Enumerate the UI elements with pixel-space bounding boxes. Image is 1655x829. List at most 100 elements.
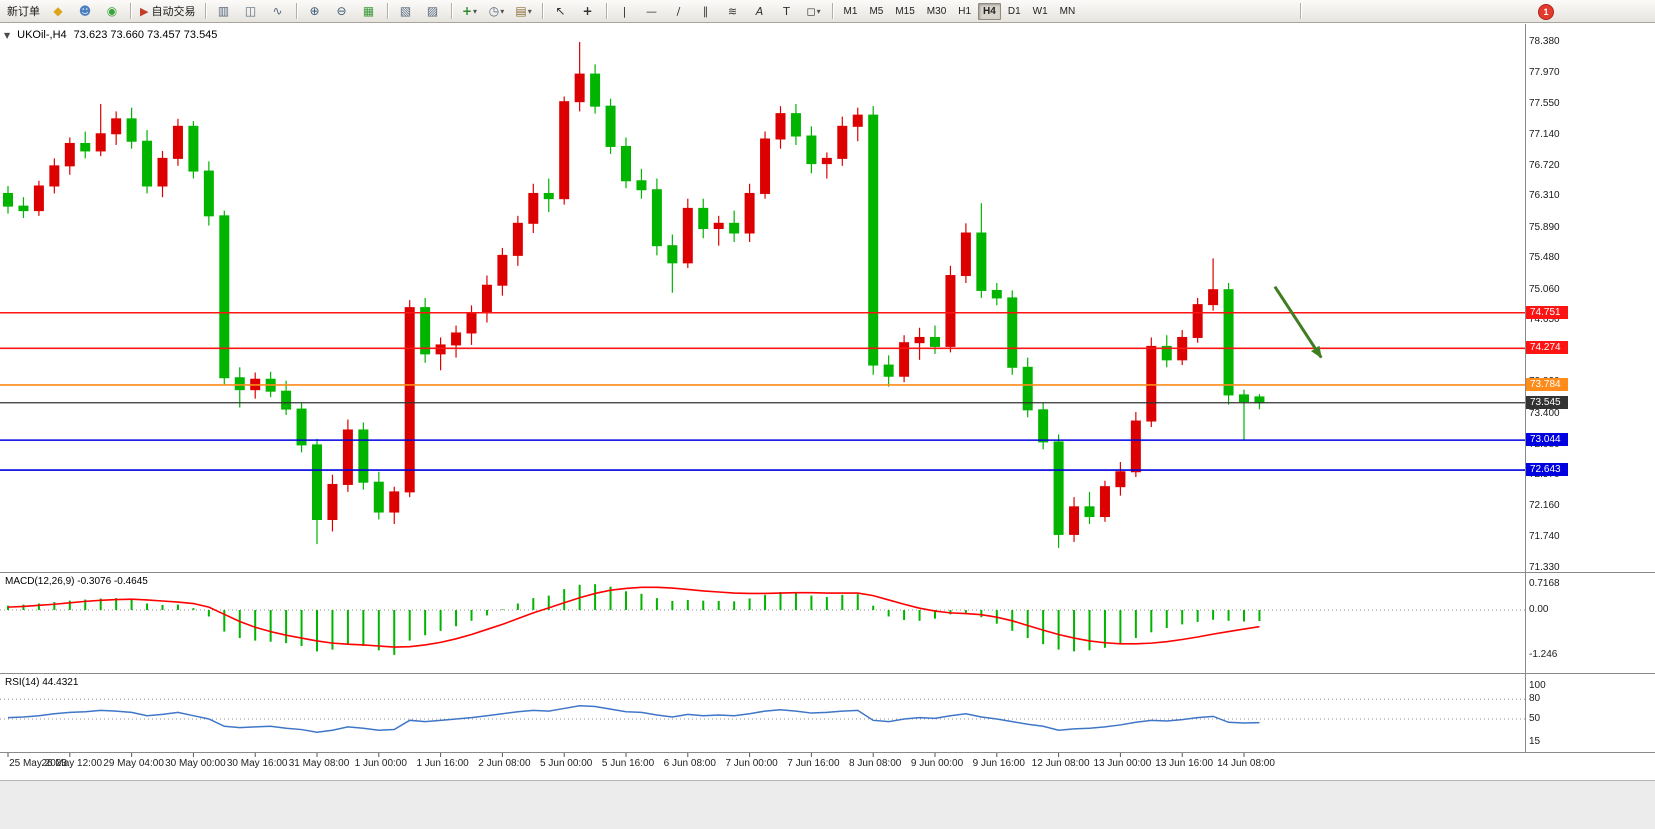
price-axis-label: 77.970 bbox=[1529, 66, 1560, 78]
candle-body bbox=[172, 125, 183, 159]
candle-body bbox=[899, 342, 910, 377]
status-bar bbox=[0, 780, 1655, 829]
timeframe-button-M5[interactable]: M5 bbox=[864, 3, 888, 20]
auto-arrange-button[interactable]: ▧ bbox=[393, 1, 419, 22]
candle-body bbox=[1239, 394, 1249, 403]
line-chart-button[interactable]: ∿ bbox=[265, 1, 291, 22]
candle-body bbox=[1115, 471, 1126, 488]
candle-body bbox=[1130, 420, 1141, 473]
time-axis-label: 30 May 16:00 bbox=[226, 758, 288, 769]
zoom-out-button[interactable]: ⊖ bbox=[329, 1, 355, 22]
macd-axis-label: 0.00 bbox=[1529, 604, 1549, 615]
indicators-button[interactable]: + ▾ bbox=[457, 1, 483, 22]
timeframe-button-D1[interactable]: D1 bbox=[1003, 3, 1026, 20]
price-axis-label: 72.160 bbox=[1529, 500, 1560, 512]
price-level-tag: 73.545 bbox=[1526, 395, 1568, 409]
chevron-down-icon: ▾ bbox=[500, 6, 505, 16]
candle-body bbox=[327, 483, 338, 521]
new-order-button[interactable]: 新订单 bbox=[3, 2, 44, 21]
timeframe-button-W1[interactable]: W1 bbox=[1028, 3, 1053, 20]
periods-button[interactable]: ◷ ▾ bbox=[484, 1, 510, 22]
candle-body bbox=[95, 133, 106, 152]
time-axis-label: 13 Jun 00:00 bbox=[1093, 758, 1152, 769]
macd-axis-label: 0.7168 bbox=[1529, 578, 1560, 590]
candle-body bbox=[806, 135, 817, 165]
auto-trading-button[interactable]: ▶ 自动交易 bbox=[136, 2, 200, 21]
time-axis-label: 1 Jun 00:00 bbox=[354, 758, 407, 769]
time-axis-label: 6 Jun 08:00 bbox=[663, 758, 716, 769]
price-axis-label: 75.060 bbox=[1529, 283, 1560, 295]
profile-button[interactable]: ☻ bbox=[72, 1, 98, 22]
templates-button[interactable]: ▤ ▾ bbox=[511, 1, 537, 22]
new-order-label: 新订单 bbox=[7, 6, 40, 18]
tile-windows-button[interactable]: ▦ bbox=[356, 1, 382, 22]
time-axis-label: 29 May 04:00 bbox=[103, 758, 164, 769]
notification-badge[interactable]: 1 bbox=[1538, 4, 1554, 20]
chart-window[interactable] bbox=[0, 23, 1655, 780]
price-axis-label: 76.720 bbox=[1529, 159, 1560, 171]
track-chart-button[interactable]: ▨ bbox=[420, 1, 446, 22]
rsi-axis-label: 50 bbox=[1529, 713, 1541, 724]
candle-body bbox=[1022, 366, 1033, 411]
toolbar-separator bbox=[541, 3, 543, 19]
trendline-icon: / bbox=[676, 4, 681, 18]
time-axis-label: 7 Jun 16:00 bbox=[787, 758, 840, 769]
rsi-axis-label: 15 bbox=[1529, 736, 1541, 748]
support-icon: ◉ bbox=[106, 4, 118, 18]
text-label-tool-button[interactable]: T bbox=[774, 1, 800, 22]
one-click-trading-expand-icon[interactable]: ▼ bbox=[4, 30, 11, 40]
shapes-tool-button[interactable]: ◻ ▾ bbox=[801, 1, 827, 22]
text-tool-button[interactable]: A bbox=[747, 1, 773, 22]
zoom-in-button[interactable]: ⊕ bbox=[302, 1, 328, 22]
candle-body bbox=[1084, 506, 1095, 518]
candle-body bbox=[389, 491, 400, 513]
candle-body bbox=[590, 73, 601, 107]
trendline-tool-button[interactable]: / bbox=[666, 1, 692, 22]
main-toolbar: 新订单 ◆ ☻ ◉ ▶ 自动交易 ▥ ◫ ∿ ⊕ ⊖ ▦ ▧ ▨ + ▾ ◷ ▾ ▤… bbox=[0, 0, 1655, 23]
candle-body bbox=[960, 232, 971, 277]
timeframe-button-M15[interactable]: M15 bbox=[890, 3, 919, 20]
candle-body bbox=[682, 207, 693, 264]
support-button[interactable]: ◉ bbox=[99, 1, 125, 22]
price-axis-label: 74.650 bbox=[1529, 314, 1560, 326]
price-level-tag: 72.643 bbox=[1526, 463, 1568, 477]
price-axis-label: 75.890 bbox=[1529, 221, 1560, 233]
candle-body bbox=[837, 125, 848, 159]
rsi-axis-label: 80 bbox=[1529, 693, 1541, 705]
candle-body bbox=[605, 105, 616, 147]
timeframe-button-MN[interactable]: MN bbox=[1055, 3, 1081, 20]
timeframe-button-H1[interactable]: H1 bbox=[953, 3, 976, 20]
vertical-line-tool-button[interactable]: | bbox=[612, 1, 638, 22]
candle-body bbox=[49, 165, 60, 187]
crosshair-button[interactable]: + bbox=[575, 1, 601, 22]
candle-body bbox=[203, 170, 214, 217]
auto-arrange-icon: ▧ bbox=[399, 4, 412, 18]
candle-body bbox=[497, 254, 508, 286]
candle-body bbox=[296, 408, 307, 446]
timeframe-group: M1 M5 M15 M30 H1 H4 D1 W1 MN bbox=[838, 2, 1082, 20]
candle-body bbox=[1208, 289, 1219, 306]
toolbar-separator bbox=[204, 3, 206, 19]
macd-signal-line bbox=[7, 586, 1260, 648]
channel-tool-button[interactable]: ∥ bbox=[693, 1, 719, 22]
time-axis-label: 31 May 08:00 bbox=[288, 758, 350, 769]
chart-symbol-period: UKOil-,H4 bbox=[17, 29, 67, 41]
chart-ohlc-values: 73.623 73.660 73.457 73.545 bbox=[73, 29, 218, 41]
price-axis-label: 77.550 bbox=[1529, 97, 1560, 109]
bar-chart-button[interactable]: ▥ bbox=[211, 1, 237, 22]
template-icon: ▤ bbox=[515, 4, 527, 18]
metaquotes-button[interactable]: ◆ bbox=[45, 1, 71, 22]
fibonacci-tool-button[interactable]: ≋ bbox=[720, 1, 746, 22]
cursor-button[interactable]: ↖ bbox=[548, 1, 574, 22]
horizontal-line-tool-button[interactable]: — bbox=[639, 1, 665, 22]
timeframe-button-M1[interactable]: M1 bbox=[839, 3, 863, 20]
candle-body bbox=[574, 73, 585, 103]
timeframe-button-H4[interactable]: H4 bbox=[978, 2, 1001, 20]
rsi-name: RSI(14) bbox=[5, 677, 40, 688]
time-axis-label: 30 May 00:00 bbox=[165, 758, 226, 769]
price-level-tag: 73.784 bbox=[1526, 377, 1568, 391]
candlestick-chart-button[interactable]: ◫ bbox=[238, 1, 264, 22]
timeframe-button-M30[interactable]: M30 bbox=[922, 3, 951, 20]
candle-body bbox=[636, 180, 647, 191]
